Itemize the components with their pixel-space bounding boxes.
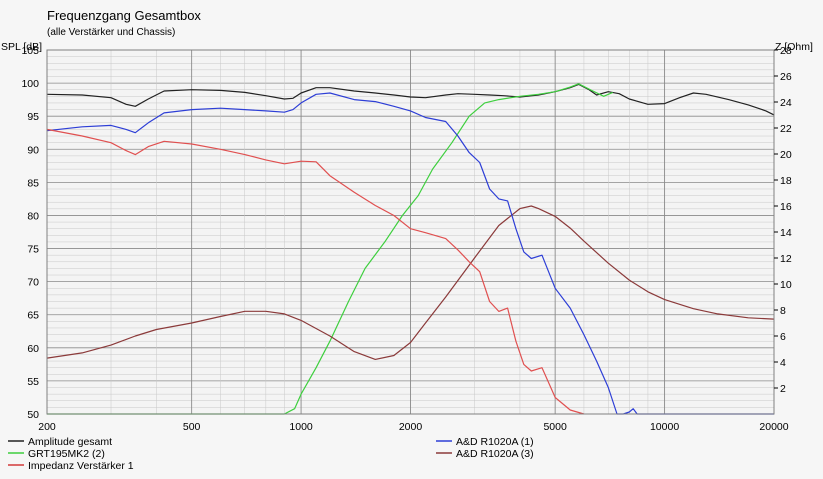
- y-left-tick-label: 90: [27, 144, 39, 156]
- y-right-tick-label: 16: [780, 201, 792, 213]
- y-right-tick-label: 8: [780, 305, 786, 317]
- y-left-tick-label: 65: [27, 310, 39, 322]
- legend-label: GRT195MK2 (2): [28, 448, 105, 460]
- y-right-tick-label: 22: [780, 123, 792, 135]
- series-line-1: [46, 83, 775, 116]
- y-right-tick-label: 24: [780, 97, 792, 109]
- y-left-tick-label: 100: [21, 78, 39, 90]
- y-right-tick-label: 2: [780, 383, 786, 395]
- legend-label: A&D R1020A (3): [456, 448, 534, 460]
- y-axis-right-label: Z [Ohm]: [775, 41, 813, 53]
- y-left-tick-label: 95: [27, 111, 39, 123]
- x-tick-label: 1000: [289, 421, 313, 433]
- y-right-tick-label: 28: [780, 45, 792, 57]
- x-tick-label: 2000: [399, 421, 423, 433]
- x-tick-label: 500: [183, 421, 201, 433]
- y-left-tick-label: 105: [21, 45, 39, 57]
- y-right-tick-label: 10: [780, 279, 792, 291]
- y-left-tick-label: 70: [27, 277, 39, 289]
- x-tick-label: 20000: [759, 421, 788, 433]
- x-tick-label: 200: [38, 421, 56, 433]
- x-tick-label: 10000: [650, 421, 679, 433]
- y-right-tick-label: 12: [780, 253, 792, 265]
- y-left-tick-label: 60: [27, 343, 39, 355]
- chart-subtitle: (alle Verstärker und Chassis): [47, 27, 175, 38]
- y-left-tick-label: 85: [27, 177, 39, 189]
- x-tick-label: 5000: [543, 421, 567, 433]
- y-right-tick-label: 4: [780, 357, 786, 369]
- y-right-tick-label: 18: [780, 175, 792, 187]
- legend-label: Impedanz Verstärker 1: [28, 460, 134, 472]
- y-left-tick-label: 55: [27, 376, 39, 388]
- y-right-tick-label: 6: [780, 331, 786, 343]
- series-line-2: [47, 83, 613, 415]
- y-left-tick-label: 50: [27, 409, 39, 421]
- y-axis-left-label: SPL [dB]: [1, 41, 42, 53]
- y-left-tick-label: 75: [27, 244, 39, 256]
- chart-title: Frequenzgang Gesamtbox: [47, 8, 201, 23]
- y-left-tick-label: 80: [27, 210, 39, 222]
- y-right-tick-label: 14: [780, 227, 792, 239]
- y-right-tick-label: 26: [780, 71, 792, 83]
- y-right-tick-label: 20: [780, 149, 792, 161]
- series-line-5: [46, 128, 585, 415]
- series-line-3: [46, 205, 775, 360]
- series-line-4: [46, 92, 774, 415]
- legend-label: A&D R1020A (1): [456, 436, 534, 448]
- legend-label: Amplitude gesamt: [28, 436, 112, 448]
